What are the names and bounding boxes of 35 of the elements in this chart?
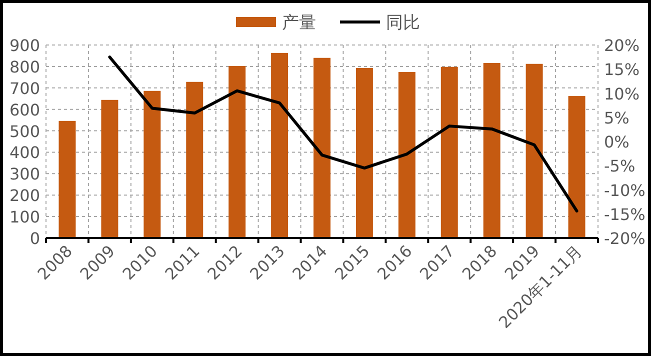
y-tick-label: 500 [9,122,40,141]
bar [101,100,118,238]
y2-tick-label: 10% [604,84,640,104]
y2-tick-label: -20% [604,229,646,248]
y-tick-label: 600 [9,100,40,120]
legend-label: 同比 [386,13,420,33]
bar [568,96,586,238]
line-series [108,56,578,212]
y-tick-label: 400 [9,143,40,162]
bar [440,66,458,238]
y-tick-label: 200 [9,186,40,206]
bar [271,52,288,238]
y2-tick-label: 20% [604,36,640,55]
bar [228,66,246,238]
y2-tick-label: -15% [604,204,646,224]
y-tick-label: 300 [9,164,40,184]
bar [314,58,330,238]
bar [144,90,161,238]
y2-tick-label: -10% [604,180,646,200]
y2-tick-label: 15% [604,60,640,80]
bar [186,82,204,238]
bar [526,64,543,238]
y2-tick-label: 0% [604,132,630,152]
y-tick-label: 700 [9,78,40,98]
bar [398,72,416,238]
bar [58,120,76,238]
y-tick-label: 100 [9,208,40,227]
bar [356,68,373,238]
y-tick-label: 800 [9,57,40,76]
legend-label: 产量 [282,13,316,33]
y2-tick-label: -5% [604,156,636,176]
y-tick-label: 0 [30,229,40,248]
y-tick-label: 900 [9,36,40,55]
y2-tick-label: 5% [604,108,630,128]
bar [483,63,500,238]
